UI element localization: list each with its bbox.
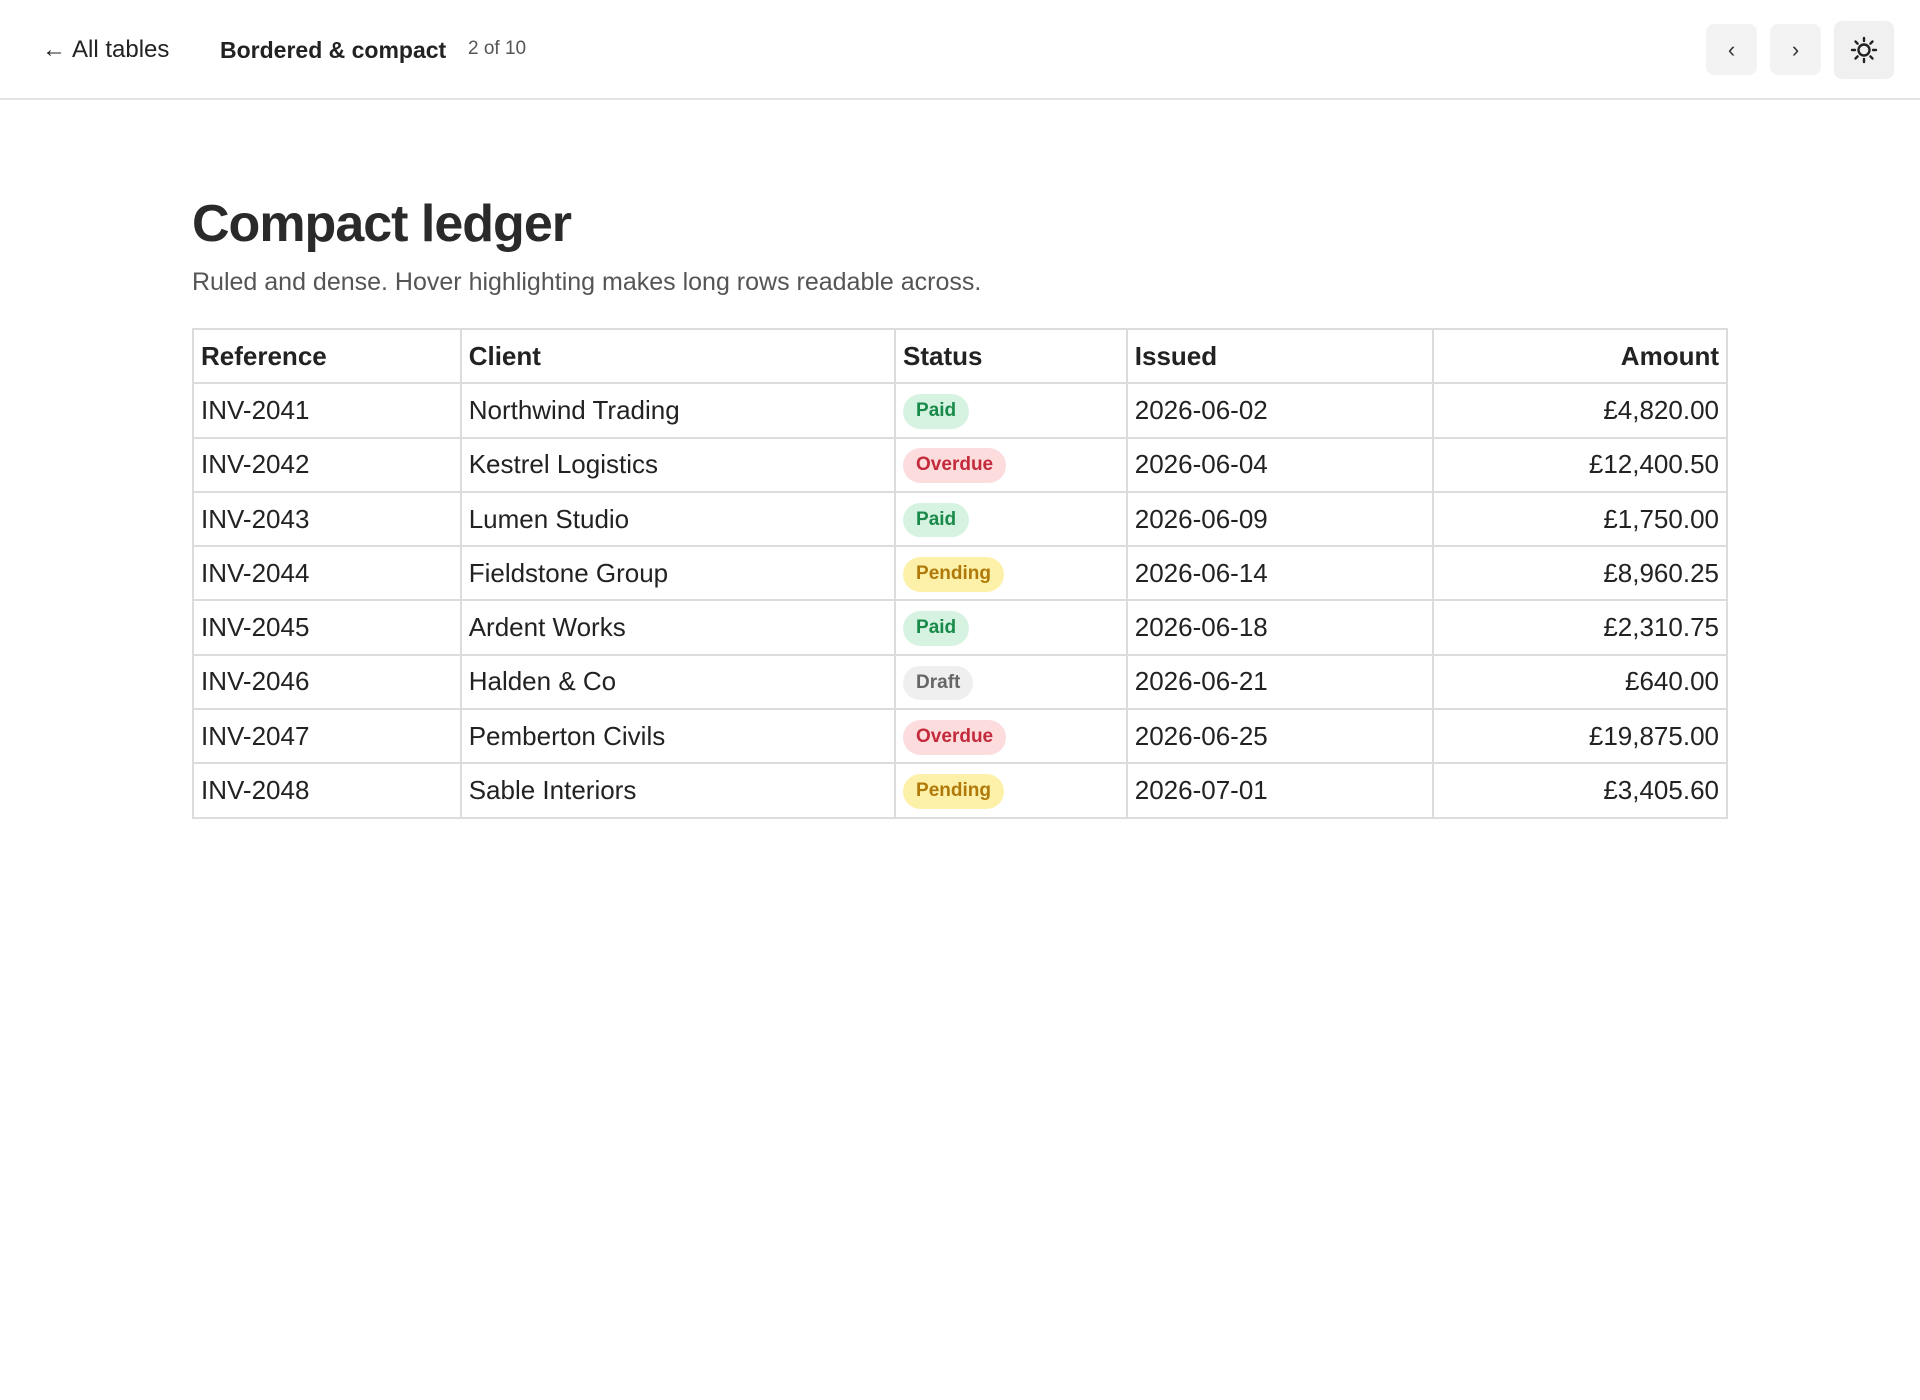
table-row[interactable]: INV-2044 Fieldstone Group Pending 2026-06-1… xyxy=(192,545,1728,602)
cell-client: Northwind Trading xyxy=(459,382,897,439)
cell-amount: £19,875.00 xyxy=(1432,708,1728,765)
cell-amount: £3,405.60 xyxy=(1432,762,1728,819)
status-badge: Draft xyxy=(903,665,974,701)
column-header-reference: Reference xyxy=(192,327,462,385)
cell-issued: 2026-06-14 xyxy=(1125,545,1435,602)
cell-status: Overdue xyxy=(894,436,1128,493)
section-title: Bordered & compact xyxy=(220,37,447,63)
page-position: 2 of 10 xyxy=(468,38,527,59)
page-subtitle: Ruled and dense. Hover highlighting make… xyxy=(192,268,982,297)
cell-reference: INV-2047 xyxy=(192,708,462,765)
cell-reference: INV-2041 xyxy=(192,382,462,439)
cell-issued: 2026-07-01 xyxy=(1125,762,1435,819)
table-row[interactable]: INV-2042 Kestrel Logistics Overdue 2026-06-… xyxy=(192,436,1728,493)
cell-amount: £2,310.75 xyxy=(1432,599,1728,656)
table-row[interactable]: INV-2043 Lumen Studio Paid 2026-06-09 £1,750… xyxy=(192,490,1728,548)
cell-issued: 2026-06-04 xyxy=(1125,436,1435,493)
cell-reference: INV-2046 xyxy=(192,653,462,711)
cell-status: Overdue xyxy=(894,708,1128,765)
cell-amount: £4,820.00 xyxy=(1432,382,1728,439)
page-header: Compact ledger Ruled and dense. Hover hi… xyxy=(192,195,1728,297)
cell-status: Paid xyxy=(894,490,1128,548)
status-badge: Pending xyxy=(903,774,1004,809)
page-title: Compact ledger xyxy=(192,195,572,253)
status-badge: Paid xyxy=(903,502,970,538)
status-badge: Overdue xyxy=(903,448,1007,484)
cell-issued: 2026-06-21 xyxy=(1125,653,1435,711)
cell-status: Pending xyxy=(894,545,1128,602)
sun-icon xyxy=(1850,36,1878,64)
column-header-amount: Amount xyxy=(1432,327,1728,385)
back-to-all-tables-link[interactable]: ← All tables xyxy=(42,36,169,64)
cell-client: Sable Interiors xyxy=(459,762,897,819)
table-header-row: Reference Client Status Issued Amount xyxy=(192,327,1728,385)
cell-client: Halden & Co xyxy=(459,653,897,711)
cell-reference: INV-2048 xyxy=(192,762,462,819)
cell-client: Lumen Studio xyxy=(459,490,897,548)
next-button[interactable]: › xyxy=(1770,24,1821,75)
cell-status: Draft xyxy=(894,653,1128,711)
status-badge: Paid xyxy=(903,394,970,429)
cell-client: Kestrel Logistics xyxy=(459,436,897,493)
cell-reference: INV-2044 xyxy=(192,545,462,602)
arrow-left-icon: ← xyxy=(42,36,66,63)
back-link-label: All tables xyxy=(72,36,170,63)
cell-issued: 2026-06-02 xyxy=(1125,382,1435,439)
cell-issued: 2026-06-25 xyxy=(1125,708,1435,765)
cell-amount: £8,960.25 xyxy=(1432,545,1728,602)
status-badge: Paid xyxy=(903,611,970,647)
status-badge: Pending xyxy=(903,556,1004,592)
table-row[interactable]: INV-2048 Sable Interiors Pending 2026-07-01… xyxy=(192,762,1728,819)
theme-toggle-button[interactable] xyxy=(1834,21,1894,79)
status-badge: Overdue xyxy=(903,719,1007,755)
table-row[interactable]: INV-2045 Ardent Works Paid 2026-06-18 £2,310… xyxy=(192,599,1728,656)
table-row[interactable]: INV-2041 Northwind Trading Paid 2026-06-02 £… xyxy=(192,382,1728,439)
ledger-table: Reference Client Status Issued Amount IN… xyxy=(192,327,1728,819)
cell-amount: £12,400.50 xyxy=(1432,436,1728,493)
cell-issued: 2026-06-18 xyxy=(1125,599,1435,656)
previous-button[interactable]: ‹ xyxy=(1706,24,1757,75)
cell-status: Paid xyxy=(894,599,1128,656)
chevron-left-icon: ‹ xyxy=(1727,36,1736,62)
cell-client: Ardent Works xyxy=(459,599,897,656)
chevron-right-icon: › xyxy=(1791,36,1800,62)
column-header-status: Status xyxy=(894,327,1128,385)
cell-client: Pemberton Civils xyxy=(459,708,897,765)
column-header-client: Client xyxy=(459,327,897,385)
cell-client: Fieldstone Group xyxy=(459,545,897,602)
top-bar: ← All tables Bordered & compact 2 of 10 … xyxy=(0,0,1920,100)
column-header-issued: Issued xyxy=(1125,327,1435,385)
cell-amount: £640.00 xyxy=(1432,653,1728,711)
cell-reference: INV-2045 xyxy=(192,599,462,656)
cell-status: Paid xyxy=(894,382,1128,439)
cell-reference: INV-2043 xyxy=(192,490,462,548)
table-row[interactable]: INV-2047 Pemberton Civils Overdue 2026-06-2… xyxy=(192,708,1728,765)
cell-amount: £1,750.00 xyxy=(1432,490,1728,548)
cell-status: Pending xyxy=(894,762,1128,819)
table-row[interactable]: INV-2046 Halden & Co Draft 2026-06-21 £640.0… xyxy=(192,653,1728,711)
cell-issued: 2026-06-09 xyxy=(1125,490,1435,548)
cell-reference: INV-2042 xyxy=(192,436,462,493)
